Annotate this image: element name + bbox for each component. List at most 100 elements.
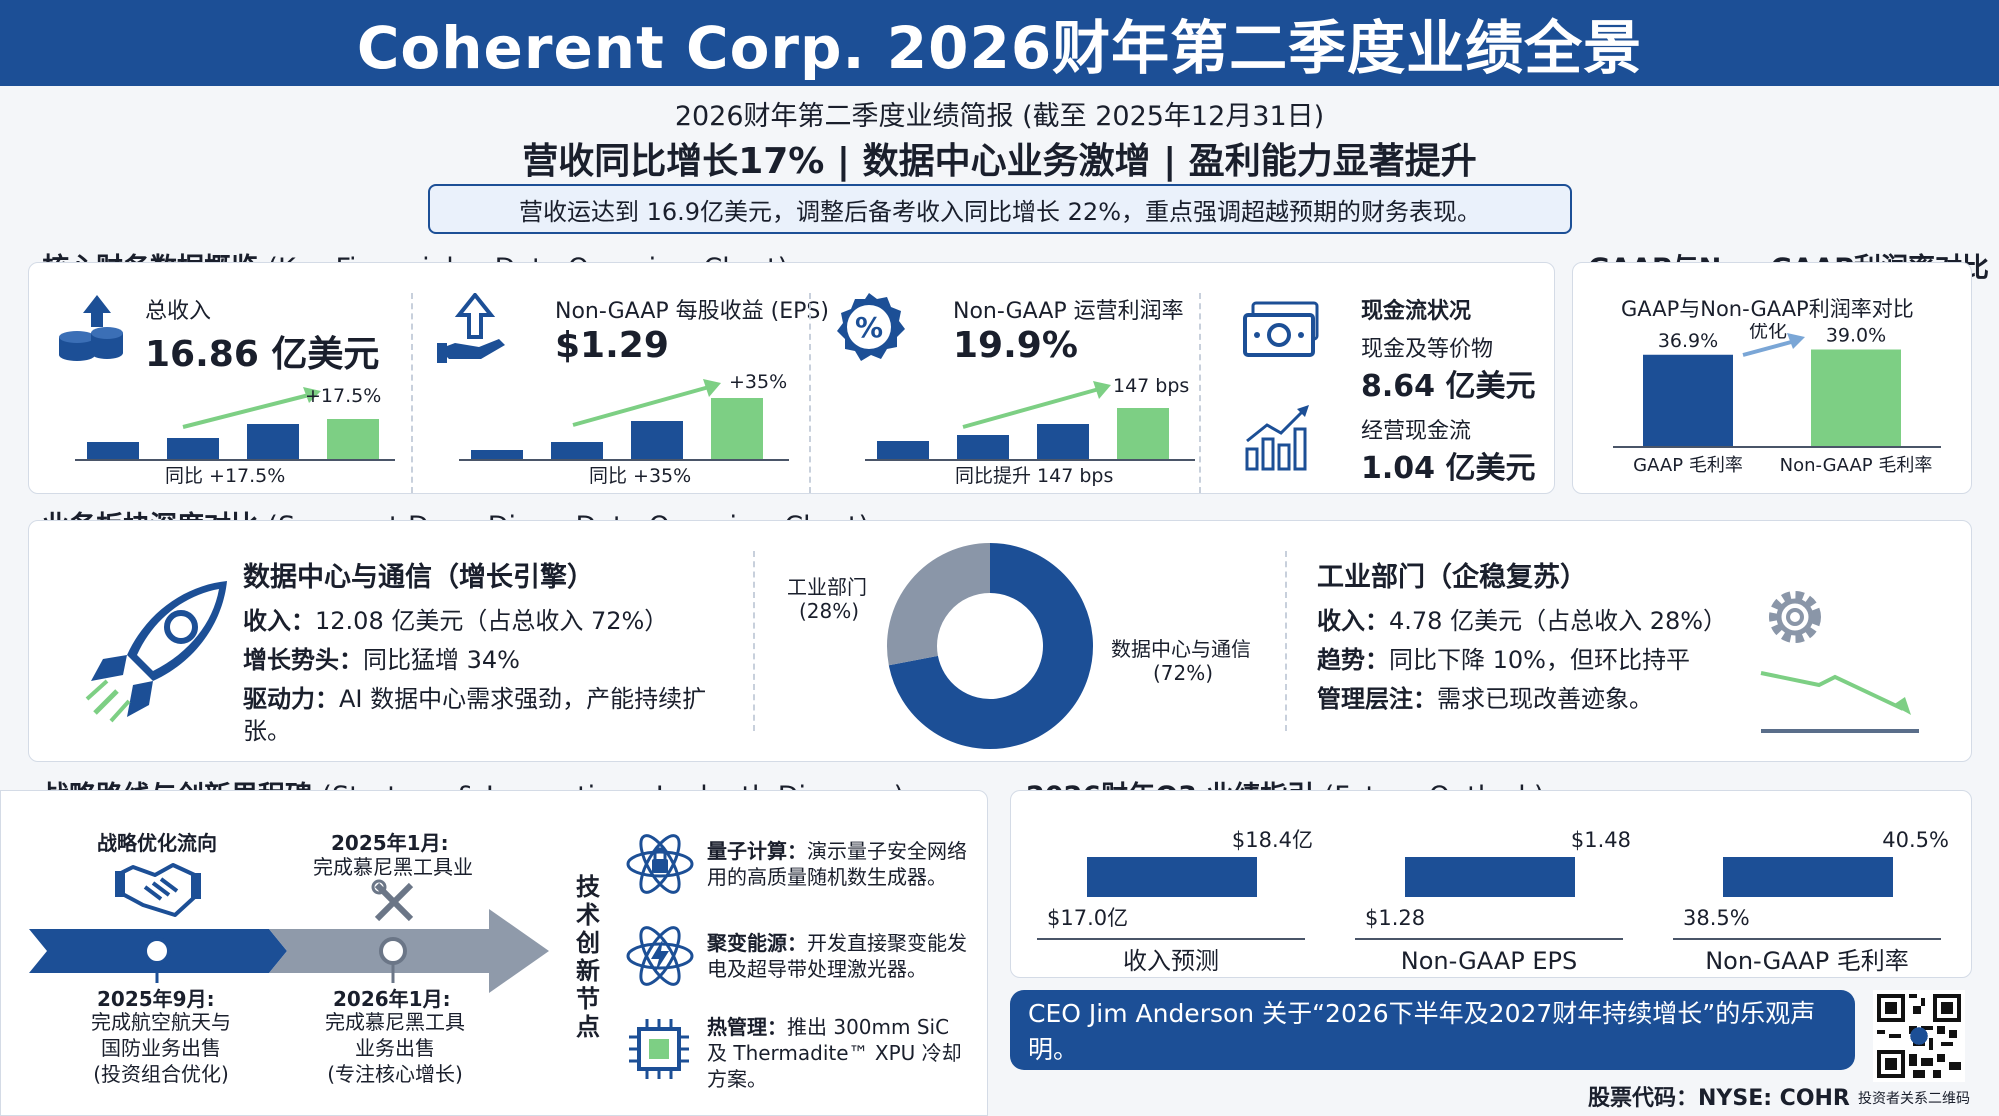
gaap-bar — [1811, 349, 1901, 447]
eps-trend-arrow-icon — [572, 379, 721, 427]
qr-code-icon[interactable] — [1873, 990, 1965, 1082]
industrial-trend: 趋势：同比下降 10%，但环比持平 — [1317, 640, 1690, 675]
milestone-2-date: 2026年1月: — [333, 987, 451, 1011]
industrial-revenue: 收入：4.78 亿美元（占总收入 28%） — [1317, 601, 1727, 636]
outlook-low-label: $17.0亿 — [1047, 906, 1128, 930]
divider — [753, 551, 755, 731]
donut-dc-pct: (72%) — [1153, 661, 1214, 685]
innovation-thermal: 热管理：推出 300mm SiC — [707, 1011, 949, 1040]
cash-equivalents-label: 现金及等价物 — [1361, 337, 1494, 362]
margin-caption: 同比提升 147 bps — [955, 465, 1114, 487]
eps-mini-bar — [471, 449, 523, 459]
innovation-name: 聚变能源： — [707, 931, 807, 955]
eps-change: +35% — [729, 371, 788, 393]
datacenter-growth: 增长势头：同比猛增 34% — [243, 640, 520, 675]
milestone-2-line: (专注核心增长) — [327, 1062, 463, 1086]
revenue-caption: 同比 +17.5% — [165, 465, 286, 487]
eps-value: $1.29 — [555, 325, 669, 366]
eps-mini-bar — [551, 441, 603, 459]
gaap-bar-category: Non-GAAP 毛利率 — [1780, 455, 1933, 476]
datacenter-revenue-label: 收入： — [243, 607, 315, 635]
tech-label-char: 术 — [576, 901, 600, 929]
ceo-statement: CEO Jim Anderson 关于“2026下半年及2027财年持续增长”的… — [1028, 999, 1816, 1064]
milestone-1-text: 完成航空航天与 国防业务出售 (投资组合优化) — [61, 1009, 261, 1087]
donut-industrial-pct: (28%) — [799, 599, 860, 623]
datacenter-title: 数据中心与通信（增长引擎） — [243, 562, 594, 593]
datacenter-growth-label: 增长势头： — [243, 646, 363, 674]
revenue-label: 总收入 — [145, 299, 212, 324]
kpi-cash-flow: 现金流状况 现金及等价物 8.64 亿美元 经营现金流 1.04 亿美元 — [1229, 263, 1549, 493]
gaap-bar — [1643, 354, 1733, 447]
operating-cash-flow-value: 1.04 亿美元 — [1361, 451, 1536, 486]
hand-money-icon — [437, 293, 505, 363]
rocket-icon — [85, 581, 227, 723]
kpi-operating-margin: % Non-GAAP 运营利润率 19.9% 147 bps 同比提升 147 … — [819, 263, 1219, 493]
revenue-mini-bar — [87, 442, 139, 459]
tech-label-char: 新 — [576, 957, 600, 985]
innovation-desc: 开发直接聚变能发 — [807, 931, 967, 955]
revenue-mini-chart — [75, 403, 405, 463]
outlook-category: Non-GAAP 毛利率 — [1705, 947, 1909, 975]
eps-mini-chart — [459, 393, 799, 463]
milestone-1-line: 完成航空航天与 — [91, 1010, 231, 1034]
percent-badge-icon: % — [837, 293, 905, 361]
ticker: 股票代码：NYSE: COHR — [1588, 1086, 1850, 1111]
tech-label-char: 点 — [576, 1013, 600, 1041]
revenue-mini-bar — [167, 437, 219, 459]
ceo-statement-box: CEO Jim Anderson 关于“2026下半年及2027财年持续增长”的… — [1010, 990, 1855, 1070]
gear-trend-icon — [1760, 591, 1919, 733]
title-banner: Coherent Corp. 2026财年第二季度业绩全景 — [0, 0, 1999, 86]
gaap-bar-value: 36.9% — [1658, 330, 1718, 352]
outlook-high-label: $1.48 — [1571, 828, 1631, 852]
margin-value: 19.9% — [953, 325, 1078, 366]
datacenter-driver-label: 驱动力： — [243, 685, 339, 713]
milestone-2-text: 完成慕尼黑工具 业务出售 (专注核心增长) — [295, 1009, 495, 1087]
divider — [1285, 551, 1287, 731]
strategy-panel: 战略优化流向 2025年1月: 完成慕尼黑工具业 2025年9月: 完成航空航天… — [0, 790, 988, 1116]
datacenter-driver: 驱动力：AI 数据中心需求强劲，产能持续扩 — [243, 679, 706, 714]
fusion-energy-icon — [626, 926, 694, 986]
revenue-change: +17.5% — [305, 385, 382, 407]
donut-slice — [887, 543, 992, 666]
outlook-category: Non-GAAP EPS — [1401, 947, 1577, 975]
gaap-compare-panel: GAAP与Non-GAAP利润率对比 36.9% GAAP 毛利率 39.0% Non… — [1572, 262, 1972, 494]
innovation-name: 量子计算： — [707, 839, 807, 863]
top-milestone-date: 2025年1月: — [331, 831, 449, 855]
margin-mini-bar — [877, 440, 929, 459]
report-subtitle: 2026财年第二季度业绩简报 (截至 2025年12月31日) — [674, 101, 1325, 132]
industrial-revenue-label: 收入： — [1317, 607, 1389, 635]
datacenter-revenue: 收入：12.08 亿美元（占总收入 72%） — [243, 601, 668, 636]
innovation-name: 热管理： — [707, 1015, 787, 1039]
donut-industrial-label: 工业部门 — [787, 575, 867, 599]
page-title: Coherent Corp. 2026财年第二季度业绩全景 — [356, 14, 1643, 82]
eps-mini-axis — [459, 459, 789, 461]
operating-cash-flow-label: 经营现金流 — [1361, 419, 1472, 444]
margin-change: 147 bps — [1113, 375, 1190, 397]
divider — [411, 293, 413, 493]
gaap-arrow-line — [1742, 339, 1796, 357]
qr-caption: 投资者关系二维码 — [1858, 1091, 1970, 1107]
industrial-focus: 管理层注：需求已现改善迹象。 — [1317, 679, 1653, 714]
outlook-high-label: $18.4亿 — [1232, 828, 1313, 852]
summary-text: 营收运达到 16.9亿美元，调整后备考收入同比增长 22%，重点强调超越预期的财… — [518, 197, 1482, 226]
industrial-title: 工业部门（企稳复苏） — [1317, 562, 1587, 593]
cash-equivalents-value: 8.64 亿美元 — [1361, 369, 1536, 404]
eps-label: Non-GAAP 每股收益 (EPS) — [555, 299, 829, 324]
revenue-mini-bar — [327, 418, 379, 459]
datacenter-revenue-value: 12.08 亿美元（占总收入 72%） — [315, 607, 669, 635]
industrial-focus-label: 管理层注： — [1317, 685, 1437, 713]
outlook-panel: $18.4亿 $17.0亿 收入预测 $1.48 $1.28 Non-GAAP EPS 40… — [1010, 790, 1972, 978]
top-milestone-text: 完成慕尼黑工具业 — [313, 855, 473, 879]
datacenter-driver-value: AI 数据中心需求强劲，产能持续扩 — [339, 685, 707, 713]
revenue-trend-arrow-icon — [182, 387, 321, 429]
innovation-thermal-cont: 及 Thermadite™ XPU 冷却 — [707, 1041, 962, 1065]
outlook-high-label: 40.5% — [1882, 828, 1949, 852]
gaap-bar-category: GAAP 毛利率 — [1633, 455, 1743, 476]
cash-flow-label: 现金流状况 — [1361, 299, 1472, 324]
svg-text:%: % — [855, 311, 883, 344]
segment-donut-chart — [887, 543, 1093, 749]
innovation-desc: 演示量子安全网络 — [807, 839, 967, 863]
outlook-low-label: $1.28 — [1365, 906, 1425, 930]
industrial-focus-value: 需求已现改善迹象。 — [1437, 685, 1653, 713]
gaap-bar-value: 39.0% — [1826, 325, 1886, 347]
